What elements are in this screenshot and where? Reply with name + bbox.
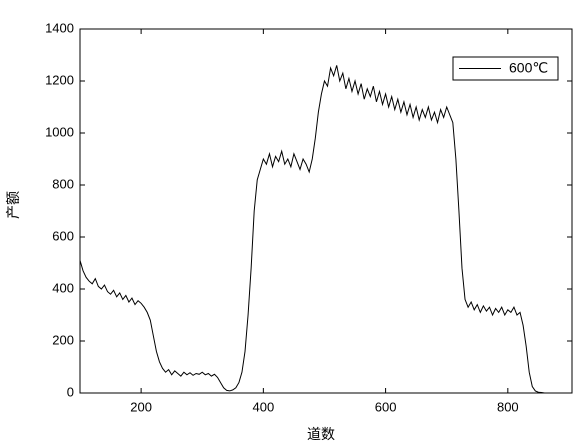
x-tick-label: 200 — [130, 399, 152, 414]
x-tick-label: 800 — [497, 399, 519, 414]
y-axis-label: 产额 — [6, 191, 22, 219]
y-tick-label: 200 — [52, 332, 74, 347]
x-axis-label: 道数 — [307, 427, 335, 443]
plot-frame — [79, 28, 573, 394]
y-tick-label: 1400 — [45, 20, 74, 35]
data-line — [79, 65, 569, 394]
legend-box — [452, 56, 559, 81]
y-tick-label: 1200 — [45, 72, 74, 87]
y-tick-label: 600 — [52, 228, 74, 243]
y-tick-label: 1000 — [45, 124, 74, 139]
x-tick-label: 400 — [253, 399, 275, 414]
legend-label: 600℃ — [509, 60, 548, 76]
y-tick-label: 0 — [67, 384, 74, 399]
y-tick-label: 800 — [52, 176, 74, 191]
y-tick-label: 400 — [52, 280, 74, 295]
x-tick-label: 600 — [375, 399, 397, 414]
